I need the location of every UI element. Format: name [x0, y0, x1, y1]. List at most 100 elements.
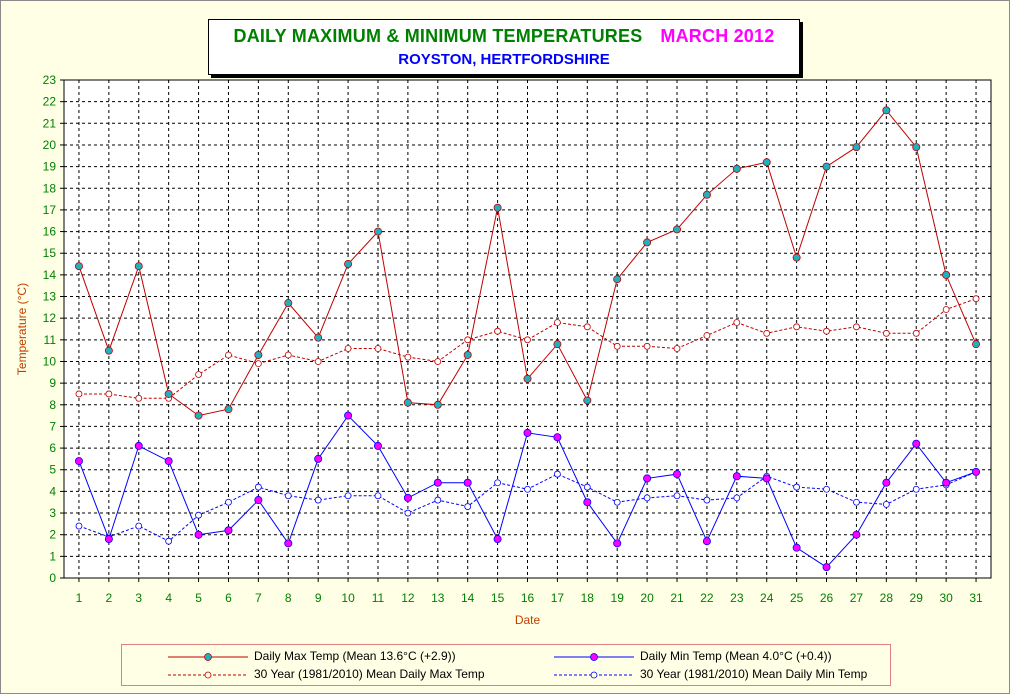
x-tick-label: 9	[315, 591, 322, 605]
legend-label-mean-min: 30 Year (1981/2010) Mean Daily Min Temp	[640, 667, 868, 681]
data-point-mean-max	[613, 342, 621, 350]
data-point-mean-min	[434, 496, 442, 504]
data-point-daily-min	[523, 428, 532, 437]
y-tick-label: 12	[43, 311, 57, 325]
legend-swatch-max	[168, 653, 248, 661]
data-point-daily-max	[523, 374, 532, 383]
data-point-mean-min	[135, 522, 143, 530]
y-tick-label: 19	[43, 160, 57, 174]
data-point-daily-max	[403, 398, 412, 407]
data-point-daily-max	[463, 350, 472, 359]
data-point-daily-max	[433, 400, 442, 409]
data-point-daily-min	[284, 539, 293, 548]
y-tick-label: 22	[43, 95, 57, 109]
data-point-mean-max	[464, 336, 472, 344]
data-point-daily-max	[373, 227, 382, 236]
data-point-daily-min	[493, 535, 502, 544]
data-point-daily-max	[344, 260, 353, 269]
data-point-mean-max	[703, 332, 711, 339]
data-point-mean-max	[823, 327, 830, 335]
data-point-daily-max	[284, 299, 293, 308]
y-tick-label: 7	[49, 419, 56, 433]
legend-swatch-mean-max	[168, 671, 248, 679]
x-tick-label: 21	[670, 591, 684, 605]
data-point-mean-max	[583, 323, 591, 331]
data-point-daily-max	[224, 405, 233, 414]
data-point-mean-min	[225, 498, 232, 506]
x-tick-label: 29	[910, 591, 924, 605]
y-tick-label: 15	[43, 246, 57, 260]
data-point-daily-max	[912, 143, 921, 152]
data-point-daily-min	[553, 433, 562, 442]
data-point-daily-max	[194, 411, 203, 420]
title-box: DAILY MAXIMUM & MINIMUM TEMPERATURES MARC…	[208, 19, 800, 75]
y-tick-label: 3	[49, 506, 56, 520]
x-tick-label: 12	[401, 591, 415, 605]
data-point-mean-max	[434, 358, 442, 365]
data-point-mean-max	[135, 394, 143, 402]
legend-item-mean-min: 30 Year (1981/2010) Mean Daily Min Temp	[552, 667, 892, 683]
data-point-mean-min	[912, 485, 920, 493]
data-point-mean-max	[254, 360, 262, 368]
x-tick-label: 22	[700, 591, 714, 605]
y-tick-label: 5	[49, 463, 56, 477]
data-point-mean-min	[524, 485, 531, 493]
data-point-daily-min	[373, 441, 382, 450]
x-tick-label: 6	[225, 591, 232, 605]
data-point-mean-min	[793, 483, 801, 491]
data-point-daily-max	[882, 106, 891, 115]
data-point-mean-min	[165, 537, 173, 545]
data-point-mean-max	[314, 358, 322, 365]
x-tick-label: 7	[255, 591, 262, 605]
x-tick-label: 2	[106, 591, 113, 605]
data-point-mean-min	[853, 498, 860, 506]
data-point-mean-max	[75, 390, 83, 398]
data-point-mean-max	[882, 329, 890, 337]
data-point-daily-min	[792, 543, 801, 552]
data-point-mean-min	[554, 470, 561, 478]
data-point-daily-max	[673, 225, 682, 234]
data-point-mean-min	[404, 509, 412, 517]
x-tick-label: 18	[581, 591, 595, 605]
data-point-mean-max	[763, 329, 771, 337]
data-point-mean-min	[284, 492, 292, 500]
x-tick-label: 8	[285, 591, 292, 605]
chart-month: MARCH 2012	[660, 26, 775, 46]
data-point-mean-min	[314, 496, 322, 504]
data-point-daily-min	[433, 478, 442, 487]
data-point-mean-max	[195, 371, 202, 378]
data-point-daily-max	[493, 203, 502, 212]
data-point-daily-min	[74, 457, 83, 466]
data-point-mean-min	[613, 498, 621, 506]
data-point-mean-min	[75, 522, 83, 530]
data-point-daily-max	[74, 262, 83, 271]
x-tick-label: 30	[939, 591, 953, 605]
x-tick-label: 11	[372, 591, 385, 605]
data-point-daily-min	[344, 411, 353, 420]
x-tick-label: 26	[820, 591, 834, 605]
data-point-mean-min	[374, 492, 382, 500]
data-point-daily-max	[643, 238, 652, 247]
x-tick-label: 20	[640, 591, 654, 605]
data-point-mean-max	[972, 295, 980, 303]
data-point-mean-max	[374, 345, 382, 352]
y-tick-label: 11	[44, 333, 57, 347]
data-point-mean-min	[703, 496, 711, 504]
y-axis-label: Temperature (°C)	[15, 283, 29, 375]
x-tick-label: 16	[521, 591, 535, 605]
data-point-daily-min	[134, 441, 143, 450]
data-point-mean-max	[643, 342, 651, 350]
x-tick-label: 24	[760, 591, 774, 605]
data-point-mean-min	[823, 485, 830, 493]
data-point-daily-min	[942, 478, 951, 487]
data-point-mean-min	[494, 479, 501, 487]
chart-subtitle: ROYSTON, HERTFORDSHIRE	[398, 51, 610, 68]
x-tick-label: 1	[76, 591, 83, 605]
x-tick-label: 27	[850, 591, 864, 605]
data-point-daily-min	[702, 537, 711, 546]
y-tick-label: 0	[49, 571, 56, 585]
y-tick-label: 2	[49, 528, 56, 542]
data-point-mean-min	[344, 492, 352, 500]
data-point-daily-max	[254, 350, 263, 359]
